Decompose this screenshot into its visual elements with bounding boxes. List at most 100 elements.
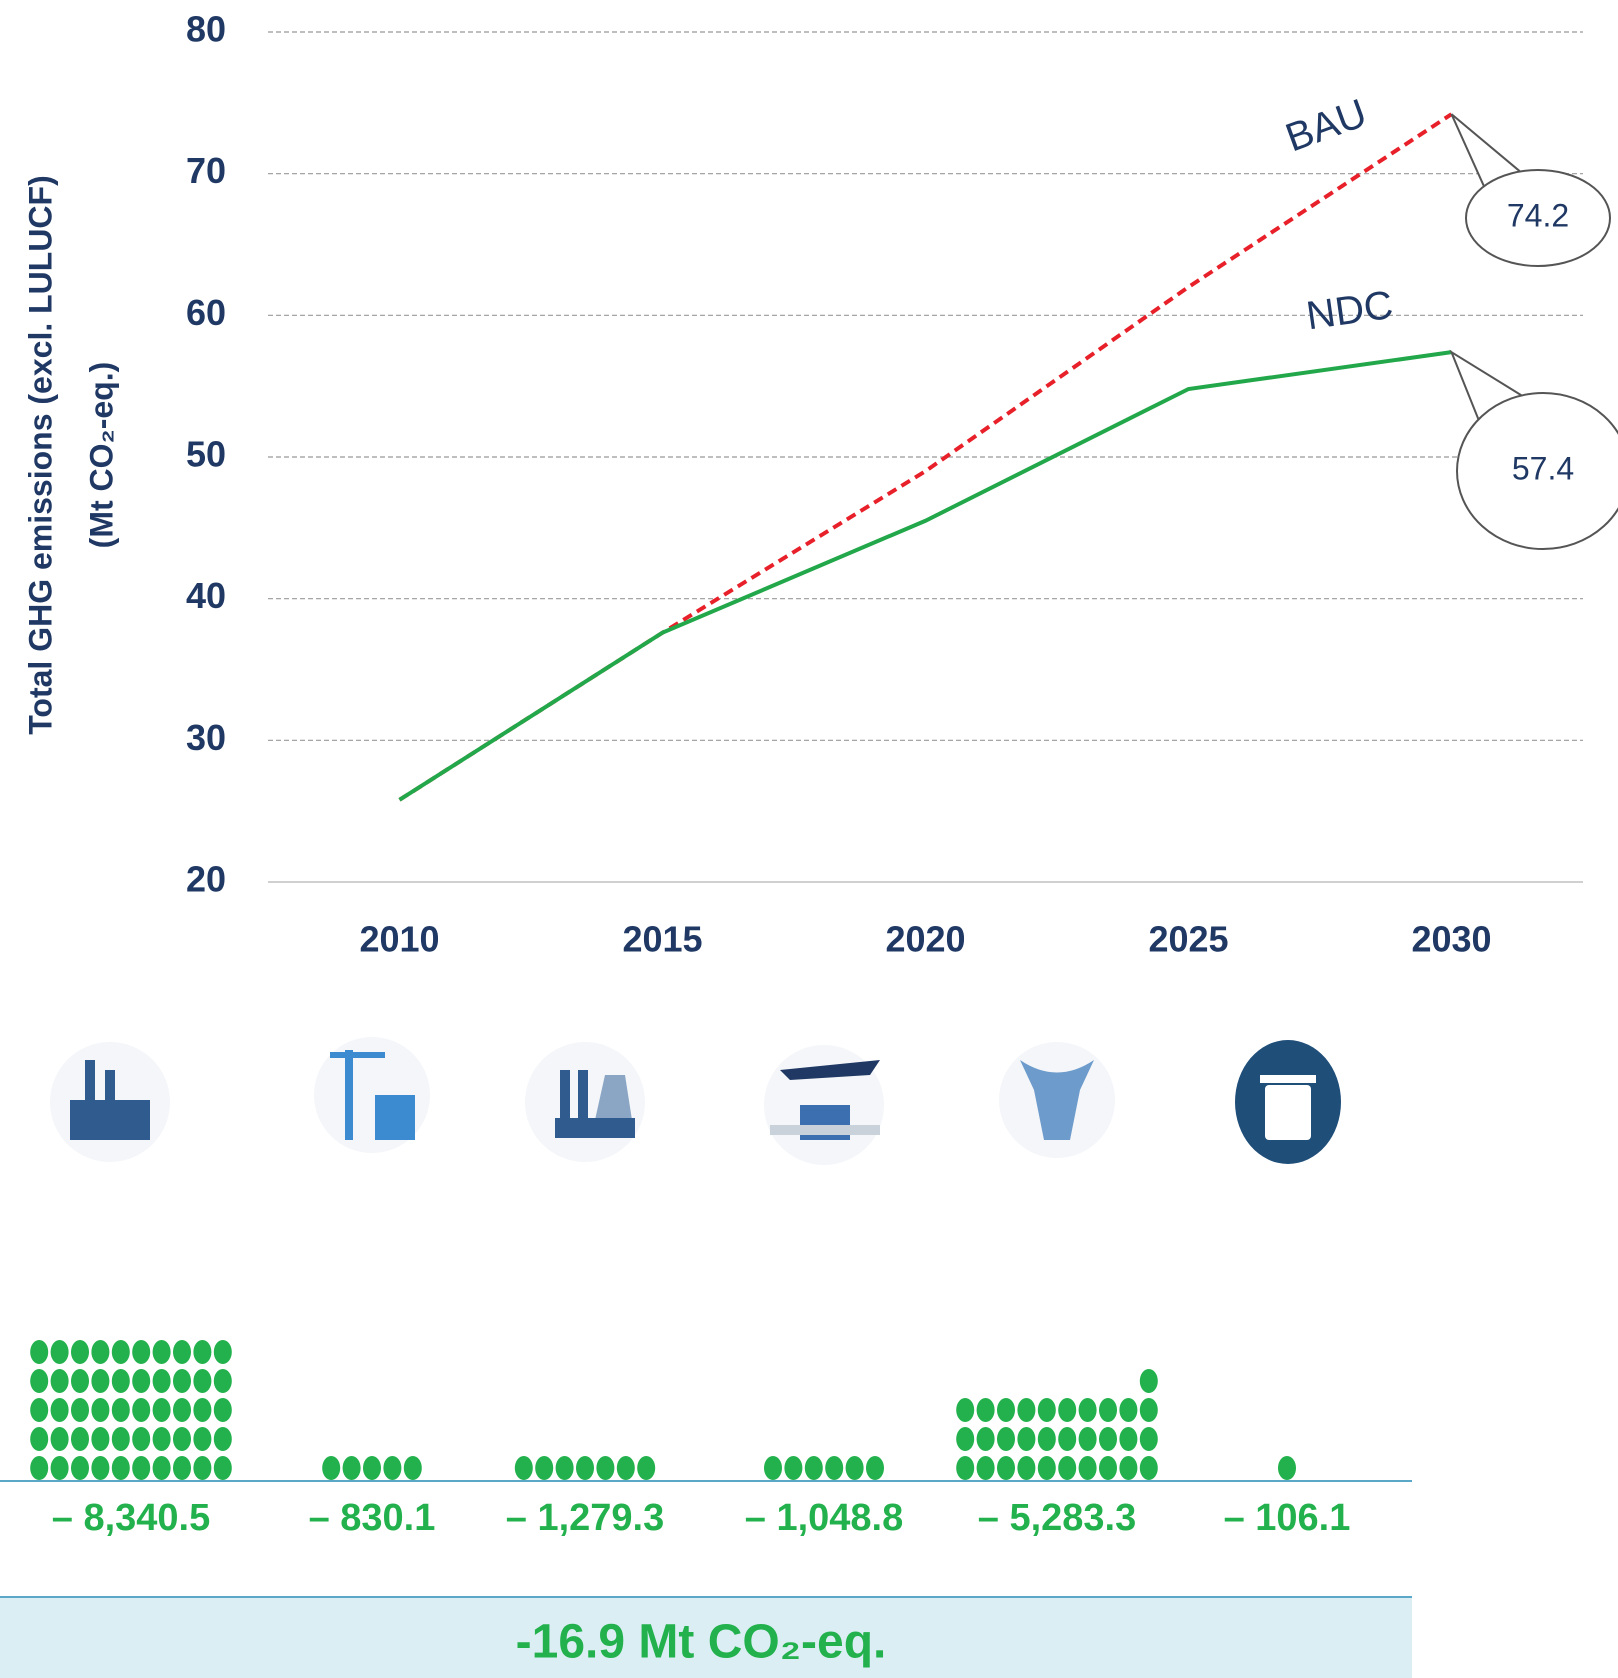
waffle — [514, 1456, 656, 1480]
dot — [1017, 1456, 1036, 1480]
series-label: NDC — [1304, 283, 1396, 339]
y-tick-label: 40 — [186, 575, 226, 616]
agriculture-icon — [999, 1042, 1115, 1158]
dot — [91, 1340, 110, 1364]
x-tick-label: 2015 — [622, 919, 702, 960]
dot — [1139, 1398, 1158, 1422]
dot — [322, 1456, 341, 1480]
y-tick-label: 60 — [186, 292, 226, 333]
dot — [50, 1398, 69, 1422]
dot — [132, 1369, 151, 1393]
y-axis-title-line: Total GHG emissions (excl. LULUCF) — [22, 175, 58, 734]
y-tick-label: 80 — [186, 9, 226, 50]
sector-value: – 5,283.3 — [978, 1497, 1136, 1539]
dot — [555, 1456, 574, 1480]
y-axis-title: Total GHG emissions (excl. LULUCF) (Mt C… — [22, 175, 119, 734]
icons — [50, 1037, 1341, 1165]
waffle — [1278, 1456, 1296, 1480]
dot — [132, 1398, 151, 1422]
dot — [1119, 1427, 1138, 1451]
dot — [1078, 1398, 1097, 1422]
dot — [213, 1340, 232, 1364]
dot — [30, 1427, 49, 1451]
dot — [1139, 1369, 1158, 1393]
dot — [30, 1456, 49, 1480]
dot — [193, 1340, 212, 1364]
dot — [764, 1456, 782, 1480]
dot — [784, 1456, 803, 1480]
x-tick-label: 2010 — [359, 919, 439, 960]
dot — [91, 1398, 110, 1422]
dot — [91, 1369, 110, 1393]
dot — [1017, 1398, 1036, 1422]
total: -16.9 Mt CO₂-eq. — [516, 1616, 887, 1669]
dot — [1037, 1398, 1056, 1422]
dot — [976, 1398, 995, 1422]
waste-icon — [1235, 1040, 1341, 1164]
dot — [152, 1369, 171, 1393]
dot — [30, 1340, 49, 1364]
dot — [1037, 1456, 1056, 1480]
dot — [91, 1427, 110, 1451]
dot — [152, 1398, 171, 1422]
dot — [50, 1369, 69, 1393]
x-tick-label: 2025 — [1148, 919, 1228, 960]
dot — [1058, 1427, 1077, 1451]
y-tick-label: 50 — [186, 434, 226, 475]
sector-value: – 830.1 — [309, 1497, 436, 1539]
dot — [71, 1369, 89, 1393]
dot — [152, 1340, 171, 1364]
total-box — [0, 1597, 1412, 1678]
dot — [111, 1340, 130, 1364]
dot — [1099, 1456, 1117, 1480]
dot — [956, 1427, 975, 1451]
dot — [596, 1456, 615, 1480]
dot — [173, 1456, 191, 1480]
dot — [1119, 1398, 1138, 1422]
callout-value: 57.4 — [1512, 450, 1574, 486]
industry-icon — [50, 1042, 170, 1162]
transport-icon — [764, 1045, 884, 1165]
dot — [111, 1398, 130, 1422]
waffle — [30, 1340, 232, 1480]
dot — [193, 1398, 212, 1422]
dot — [71, 1427, 89, 1451]
dot — [535, 1456, 554, 1480]
waffle — [956, 1369, 1158, 1480]
dot — [825, 1456, 844, 1480]
dot — [1058, 1398, 1077, 1422]
dot — [956, 1398, 975, 1422]
dot — [1139, 1427, 1158, 1451]
dot — [956, 1456, 975, 1480]
waffle — [764, 1456, 884, 1480]
dot — [976, 1456, 995, 1480]
sector-value: – 8,340.5 — [52, 1497, 210, 1539]
callout — [1456, 392, 1618, 550]
y-axis-title-line: (Mt CO₂-eq.) — [83, 362, 119, 549]
y-tick-label: 70 — [186, 150, 226, 191]
dot — [30, 1398, 49, 1422]
dot — [1037, 1427, 1056, 1451]
dot — [213, 1427, 232, 1451]
dot — [866, 1456, 884, 1480]
dot — [213, 1398, 232, 1422]
dot — [1099, 1427, 1117, 1451]
series-line — [398, 112, 1453, 802]
dot — [576, 1456, 594, 1480]
dot — [50, 1456, 69, 1480]
dot — [213, 1369, 232, 1393]
dot — [1099, 1398, 1117, 1422]
x-tick-label: 2030 — [1411, 919, 1491, 960]
dot — [1017, 1427, 1036, 1451]
dot — [71, 1340, 89, 1364]
dot — [845, 1456, 864, 1480]
dot — [1078, 1456, 1097, 1480]
y-tick-label: 30 — [186, 717, 226, 758]
dot — [997, 1456, 1015, 1480]
callout — [1465, 169, 1611, 267]
dot — [111, 1456, 130, 1480]
dot — [342, 1456, 361, 1480]
dot — [111, 1369, 130, 1393]
dot — [1139, 1456, 1158, 1480]
dot — [132, 1340, 151, 1364]
